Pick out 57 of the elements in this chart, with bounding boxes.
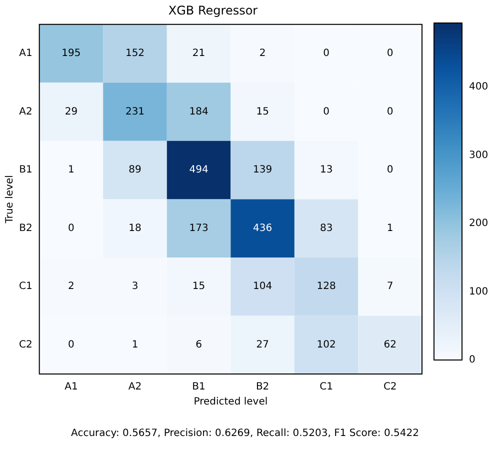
data-label: 6 [196, 339, 202, 350]
data-label: 128 [316, 281, 336, 292]
data-label: 0 [323, 106, 330, 118]
data-label: 7 [386, 281, 394, 292]
data-label: 0 [323, 48, 330, 60]
data-label: 2 [259, 48, 266, 60]
color-bar-label: 100 [469, 286, 488, 298]
data-label: 102 [316, 339, 336, 350]
color-bar-label: 0 [469, 354, 476, 366]
data-label: 62 [384, 339, 396, 350]
data-label: 152 [125, 48, 145, 60]
color-bar-label: 200 [469, 218, 488, 230]
data-label: 494 [189, 164, 208, 176]
data-label: 0 [386, 106, 394, 118]
data-label: 195 [62, 48, 81, 60]
data-label: 29 [64, 106, 78, 118]
data-label: 104 [253, 281, 272, 292]
text: Accuracy: 0.5657, Precision: 0.6269, Recall: 0.5203, F1 Score: 0.5422 [70, 428, 420, 439]
data-label: 27 [256, 339, 269, 350]
data-label: 231 [125, 106, 145, 118]
data-label: 0 [386, 164, 394, 176]
data-label: 89 [128, 164, 142, 176]
x-tick-label: A2 [128, 382, 142, 393]
data-label: 0 [68, 339, 74, 350]
data-label: 3 [132, 281, 138, 292]
chart-title: XGB Regressor [168, 3, 258, 18]
data-label: 139 [253, 164, 272, 176]
data-label: 2 [68, 281, 74, 292]
x-axis-title: Predicted level [194, 396, 268, 408]
y-tick-label: A2 [19, 106, 32, 118]
data-label: 0 [68, 222, 74, 234]
data-label: 13 [320, 164, 333, 176]
x-tick-label: B1 [192, 382, 206, 393]
data-label: 184 [189, 106, 208, 118]
y-tick-label: B1 [19, 164, 32, 176]
data-label: 1 [132, 339, 138, 350]
data-label: 1 [68, 164, 74, 176]
data-label: 0 [386, 48, 394, 60]
x-tick-label: C2 [383, 382, 397, 393]
color-bar-label: 300 [469, 150, 488, 161]
data-label: 15 [192, 281, 206, 292]
y-tick-label: A1 [19, 48, 32, 60]
y-tick-label: C2 [18, 339, 32, 350]
color-bar-label: 400 [469, 82, 488, 93]
y-axis-title: True level [4, 175, 16, 224]
x-tick-label: A1 [64, 382, 78, 393]
y-tick-label: B2 [19, 222, 32, 234]
y-tick-label: C1 [18, 281, 32, 292]
data-label: 173 [189, 222, 208, 234]
data-label: 18 [128, 222, 142, 234]
data-label: 83 [320, 222, 333, 234]
data-label: 15 [256, 106, 269, 118]
data-label: 21 [192, 48, 206, 60]
data-label: 1 [386, 222, 394, 234]
data-label: 436 [253, 222, 272, 234]
x-tick-label: C1 [320, 382, 334, 393]
x-tick-label: B2 [256, 382, 270, 393]
